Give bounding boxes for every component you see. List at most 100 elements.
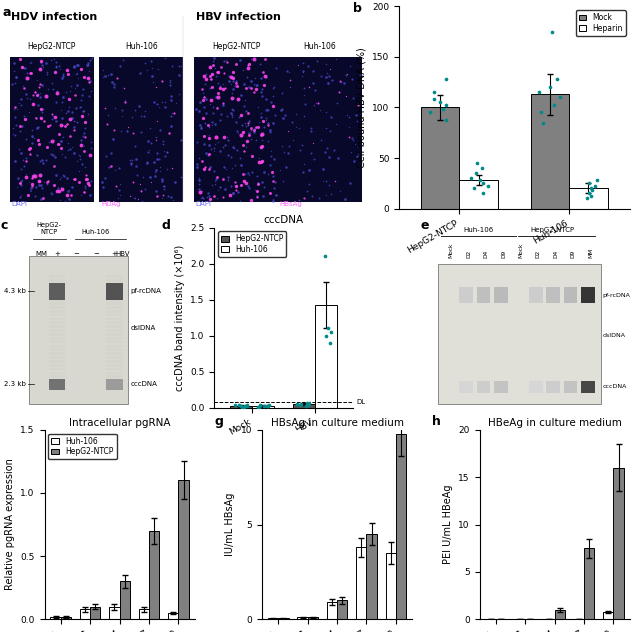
Text: MM: MM bbox=[588, 248, 593, 258]
Bar bbox=[194, 57, 278, 202]
Bar bbox=[106, 298, 123, 301]
Bar bbox=[106, 364, 123, 367]
Text: dsIDNA: dsIDNA bbox=[131, 325, 156, 331]
Bar bbox=[106, 287, 123, 289]
Bar bbox=[584, 548, 594, 619]
Point bbox=[441, 114, 451, 125]
Bar bbox=[106, 318, 123, 320]
Bar bbox=[49, 298, 66, 301]
Bar bbox=[531, 94, 569, 209]
Text: dsIDNA: dsIDNA bbox=[602, 333, 626, 338]
Bar bbox=[49, 287, 66, 289]
Point bbox=[429, 94, 439, 104]
Bar bbox=[49, 302, 66, 305]
Bar bbox=[494, 380, 508, 393]
Text: c: c bbox=[0, 219, 8, 231]
Text: HepG2-NTCP: HepG2-NTCP bbox=[530, 227, 574, 233]
Text: HepG2-NTCP: HepG2-NTCP bbox=[28, 42, 76, 51]
Point bbox=[238, 402, 249, 412]
Point bbox=[303, 399, 313, 410]
Point bbox=[242, 401, 252, 411]
Point bbox=[536, 107, 546, 118]
Point bbox=[473, 158, 483, 168]
Text: Mock: Mock bbox=[518, 243, 523, 258]
Bar bbox=[421, 107, 459, 209]
Bar bbox=[529, 380, 543, 393]
Point bbox=[441, 100, 451, 111]
Bar bbox=[49, 344, 66, 347]
Point bbox=[302, 398, 312, 408]
Bar bbox=[49, 379, 66, 389]
Point bbox=[548, 27, 558, 37]
Title: HBeAg in culture medium: HBeAg in culture medium bbox=[488, 418, 621, 428]
Point bbox=[549, 100, 559, 111]
Bar bbox=[106, 276, 123, 278]
Bar bbox=[49, 356, 66, 359]
Bar bbox=[438, 264, 600, 404]
Point bbox=[469, 183, 480, 193]
Bar bbox=[106, 325, 123, 328]
Bar bbox=[555, 610, 565, 619]
Text: HBV: HBV bbox=[115, 251, 130, 257]
Text: D2: D2 bbox=[536, 250, 541, 258]
Bar bbox=[178, 480, 189, 619]
Bar bbox=[564, 380, 577, 393]
Y-axis label: PEI U/mL HBeAg: PEI U/mL HBeAg bbox=[443, 485, 453, 564]
Bar bbox=[49, 318, 66, 320]
Bar bbox=[120, 581, 130, 619]
Bar bbox=[106, 341, 123, 343]
Bar bbox=[459, 180, 498, 209]
Bar bbox=[268, 618, 278, 619]
Text: Mock: Mock bbox=[449, 243, 453, 258]
Point bbox=[584, 188, 594, 198]
Point bbox=[435, 97, 445, 107]
Bar bbox=[149, 531, 159, 619]
Bar bbox=[106, 310, 123, 313]
Bar bbox=[49, 383, 66, 386]
Bar bbox=[49, 283, 66, 286]
Y-axis label: Relative pgRNA expression: Relative pgRNA expression bbox=[5, 459, 15, 590]
Bar bbox=[546, 380, 560, 393]
Text: cccDNA: cccDNA bbox=[602, 384, 627, 389]
Bar bbox=[50, 617, 60, 619]
Bar bbox=[49, 310, 66, 313]
Bar bbox=[366, 534, 377, 619]
Point bbox=[304, 398, 314, 408]
Point bbox=[478, 188, 488, 198]
Point bbox=[545, 82, 555, 92]
Bar bbox=[106, 368, 123, 370]
Bar bbox=[569, 188, 607, 209]
Y-axis label: Cell-bound HBV DNA (%): Cell-bound HBV DNA (%) bbox=[357, 47, 366, 168]
Bar bbox=[49, 333, 66, 336]
Text: 2.3 kb: 2.3 kb bbox=[4, 381, 26, 387]
Bar bbox=[252, 406, 274, 408]
Bar bbox=[230, 406, 252, 408]
Bar bbox=[49, 325, 66, 328]
Bar bbox=[459, 380, 473, 393]
Text: HepG2-NTCP: HepG2-NTCP bbox=[212, 42, 260, 51]
Bar bbox=[106, 279, 123, 282]
Text: HBV infection: HBV infection bbox=[195, 13, 280, 22]
Bar bbox=[106, 372, 123, 374]
Text: D9: D9 bbox=[501, 250, 506, 258]
Text: h: h bbox=[432, 415, 441, 428]
Bar bbox=[106, 333, 123, 336]
Bar bbox=[139, 609, 149, 619]
Text: 4.3 kb: 4.3 kb bbox=[4, 288, 26, 295]
Bar bbox=[106, 291, 123, 293]
Point bbox=[586, 183, 596, 193]
Bar bbox=[278, 618, 289, 619]
Bar bbox=[385, 553, 396, 619]
Text: Huh-106: Huh-106 bbox=[82, 229, 110, 234]
Point bbox=[425, 107, 435, 118]
Bar bbox=[477, 380, 490, 393]
Point bbox=[303, 401, 313, 411]
Bar bbox=[298, 617, 308, 619]
Point bbox=[584, 178, 594, 188]
Point bbox=[242, 401, 252, 411]
Y-axis label: IU/mL HBsAg: IU/mL HBsAg bbox=[225, 493, 235, 556]
Text: MM: MM bbox=[35, 251, 47, 257]
Point bbox=[324, 337, 335, 348]
Point bbox=[259, 401, 269, 411]
Bar bbox=[99, 57, 183, 202]
